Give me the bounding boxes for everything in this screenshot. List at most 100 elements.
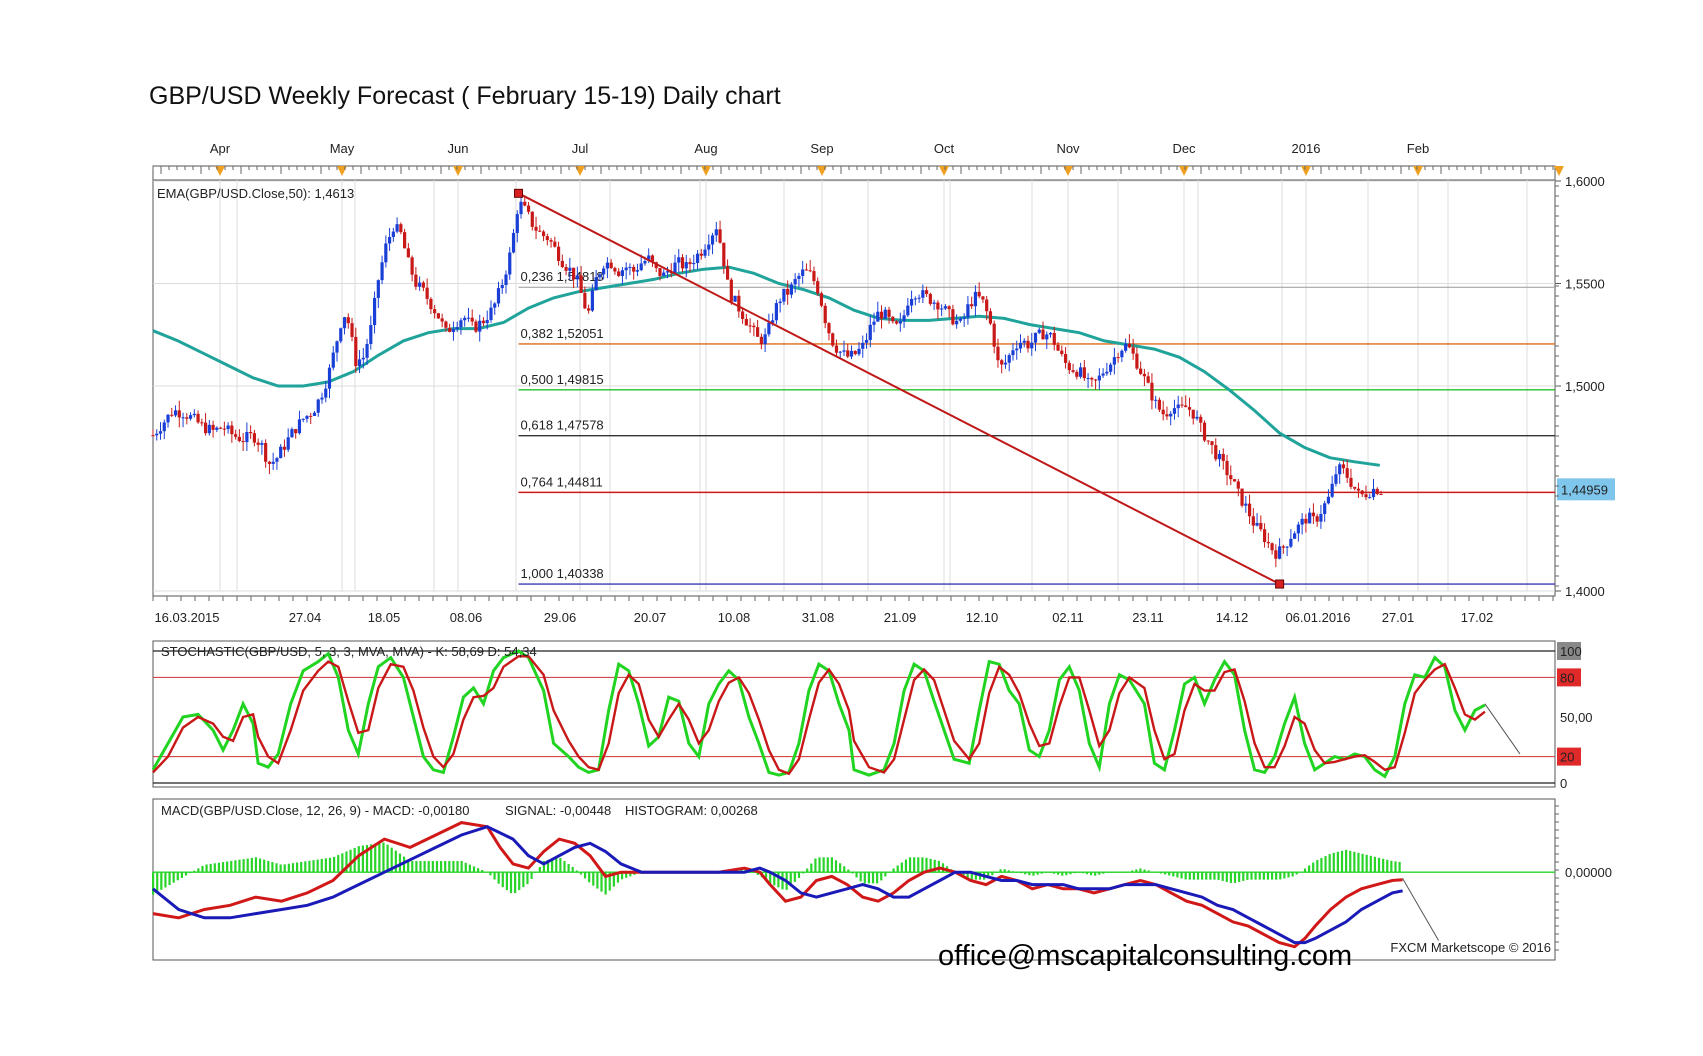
macd-histogram-bar (855, 872, 858, 878)
macd-histogram-bar (1254, 872, 1257, 880)
macd-histogram-bar (1151, 871, 1154, 873)
candle-body (737, 295, 741, 312)
date-axis-label: 06.01.2016 (1285, 610, 1350, 625)
candle-body (958, 318, 963, 321)
candle-body (1202, 422, 1207, 441)
candle-body (448, 327, 452, 333)
macd-histogram-bar (283, 864, 286, 873)
candle-body (1229, 475, 1233, 480)
month-marker-icon (1301, 166, 1311, 176)
candle-body (568, 267, 572, 271)
candle-body (166, 414, 170, 423)
candle-body (973, 291, 978, 307)
candle-body (1293, 533, 1297, 539)
candle-body (158, 431, 163, 434)
macd-histogram-bar (357, 846, 360, 873)
candle-body (1109, 364, 1113, 372)
candle-body (282, 446, 287, 450)
macd-histogram-bar (1135, 869, 1138, 873)
candle-body (684, 262, 688, 269)
candle-body (658, 268, 662, 276)
candle-body (1300, 518, 1304, 525)
candle-body (620, 270, 625, 276)
macd-histogram-bar (1258, 872, 1261, 880)
candle-body (267, 461, 272, 464)
candle-body (838, 351, 842, 353)
candle-body (575, 275, 579, 280)
macd-histogram-bar (209, 863, 212, 873)
macd-histogram-bar (1217, 872, 1220, 880)
macd-histogram-bar (1192, 872, 1196, 880)
candle-body (1142, 373, 1147, 377)
macd-histogram-bar (398, 853, 402, 873)
top-axis-month: Jun (448, 141, 469, 156)
macd-histogram-bar (921, 857, 924, 873)
macd-histogram-bar (970, 872, 973, 880)
candle-body (1120, 350, 1124, 358)
macd-histogram-bar (328, 857, 332, 873)
macd-histogram-bar (892, 868, 895, 873)
trendline-anchor-icon (514, 188, 524, 198)
candle-body (970, 304, 974, 307)
ema-50-line (152, 265, 1381, 467)
macd-histogram-bar (489, 872, 492, 876)
candle-body (418, 282, 422, 287)
macd-histogram-bar (1028, 872, 1031, 876)
macd-histogram-bar (625, 872, 628, 878)
candle-body (628, 267, 632, 269)
candle-body (384, 243, 388, 263)
candle-body (489, 307, 493, 320)
macd-histogram-bar (419, 861, 422, 873)
candle-body (203, 422, 208, 434)
macd-histogram-bar (567, 864, 570, 873)
date-axis-label: 20.07 (634, 610, 667, 625)
fibonacci-level-label: 0,500 1,49815 (521, 372, 604, 387)
candle-body (962, 317, 966, 319)
macd-histogram-bar (337, 855, 340, 873)
candle-body (350, 323, 354, 337)
candle-body (249, 432, 253, 434)
top-axis-month: Feb (1407, 141, 1429, 156)
macd-histogram-bar (522, 872, 525, 888)
macd-histogram-bar (242, 859, 245, 873)
macd-histogram-bar (312, 860, 315, 873)
macd-histogram-bar (1328, 854, 1331, 873)
candle-body (1289, 538, 1293, 547)
macd-histogram-bar (966, 872, 969, 879)
candle-body (335, 341, 339, 353)
candle-body (463, 317, 467, 321)
candle-body (831, 333, 835, 346)
candle-body (643, 260, 647, 264)
date-axis-label: 23.11 (1132, 610, 1164, 625)
candle-body (1037, 329, 1041, 333)
macd-histogram-bar (1303, 868, 1307, 873)
candle-body (673, 262, 677, 274)
current-price-tag (1557, 478, 1615, 501)
macd-histogram-bar (526, 872, 529, 885)
candle-body (816, 281, 820, 294)
candle-body (718, 229, 722, 243)
macd-histogram-bar (320, 858, 323, 873)
candle-body (808, 270, 812, 272)
candle-body (883, 309, 887, 319)
price-axis-label: 1,6000 (1565, 174, 1605, 189)
macd-histogram-bar (1299, 871, 1302, 873)
macd-histogram-bar (588, 872, 591, 883)
macd-histogram-bar (1312, 862, 1315, 873)
candle-body (1139, 368, 1143, 374)
candle-body (677, 257, 681, 263)
macd-histogram-bar (234, 860, 237, 873)
top-axis-month: Sep (810, 141, 833, 156)
candle-body (846, 350, 850, 357)
candle-body (459, 320, 463, 328)
candle-body (530, 211, 534, 227)
candle-body (177, 410, 181, 418)
candle-body (1274, 550, 1278, 559)
candle-body (733, 295, 737, 302)
macd-histogram-bar (1180, 872, 1183, 879)
candle-body (812, 271, 816, 282)
candle-body (692, 262, 696, 265)
candle-body (1247, 503, 1252, 517)
macd-histogram-bar (1283, 872, 1286, 879)
macd-histogram-bar (1320, 858, 1323, 873)
